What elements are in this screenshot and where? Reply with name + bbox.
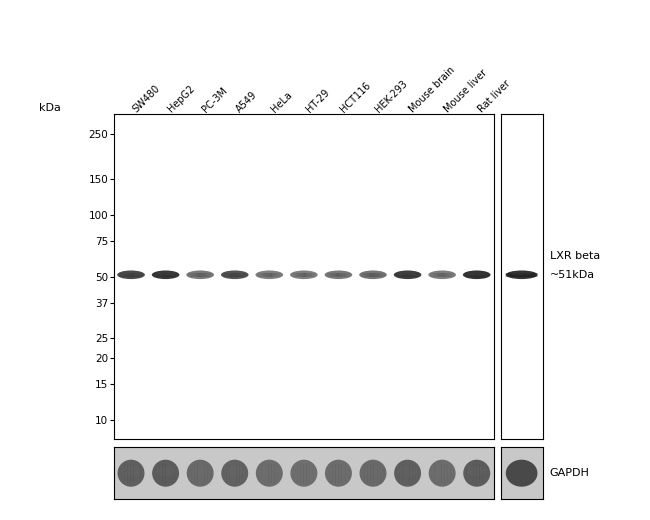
Ellipse shape [506,460,538,487]
Ellipse shape [156,272,176,276]
Ellipse shape [510,272,533,276]
Ellipse shape [122,466,140,476]
Ellipse shape [467,272,486,276]
Ellipse shape [428,460,456,487]
Ellipse shape [463,460,490,487]
Ellipse shape [291,460,317,487]
Ellipse shape [324,270,352,279]
Ellipse shape [221,270,248,279]
Ellipse shape [432,272,452,276]
Ellipse shape [325,460,352,487]
Text: Mouse brain: Mouse brain [408,65,457,114]
Ellipse shape [226,466,244,476]
Text: GAPDH: GAPDH [549,468,589,478]
Ellipse shape [363,466,382,476]
Ellipse shape [117,270,145,279]
Ellipse shape [118,460,144,487]
Ellipse shape [151,270,179,279]
Ellipse shape [190,272,210,276]
Ellipse shape [398,466,417,476]
Ellipse shape [259,272,279,276]
Ellipse shape [122,272,140,276]
Text: HepG2: HepG2 [166,84,196,114]
Text: PC-3M: PC-3M [200,85,229,114]
Text: LXR beta: LXR beta [551,251,601,261]
Ellipse shape [187,270,214,279]
Text: Mouse liver: Mouse liver [442,68,489,114]
Ellipse shape [256,460,283,487]
Ellipse shape [329,466,348,476]
Ellipse shape [433,466,452,476]
Ellipse shape [398,272,417,276]
Ellipse shape [467,466,486,476]
Ellipse shape [294,272,313,276]
Ellipse shape [187,460,214,487]
Ellipse shape [394,460,421,487]
Text: HT-29: HT-29 [304,87,331,114]
Text: HeLa: HeLa [269,90,294,114]
Ellipse shape [190,466,210,476]
Text: A549: A549 [235,89,259,114]
Text: HEK-293: HEK-293 [373,79,409,114]
Text: HCT116: HCT116 [339,80,372,114]
Ellipse shape [255,270,283,279]
Ellipse shape [152,460,179,487]
Ellipse shape [394,270,421,279]
Ellipse shape [294,466,313,476]
Ellipse shape [329,272,348,276]
Ellipse shape [463,270,491,279]
Text: ~51kDa: ~51kDa [551,270,595,280]
Text: kDa: kDa [38,103,60,113]
Ellipse shape [506,270,538,279]
Ellipse shape [225,272,244,276]
Ellipse shape [363,272,383,276]
Ellipse shape [260,466,279,476]
Ellipse shape [156,466,175,476]
Text: SW480: SW480 [131,83,162,114]
Ellipse shape [221,460,248,487]
Ellipse shape [359,270,387,279]
Text: Rat liver: Rat liver [476,79,513,114]
Ellipse shape [290,270,318,279]
Ellipse shape [428,270,456,279]
Ellipse shape [359,460,387,487]
